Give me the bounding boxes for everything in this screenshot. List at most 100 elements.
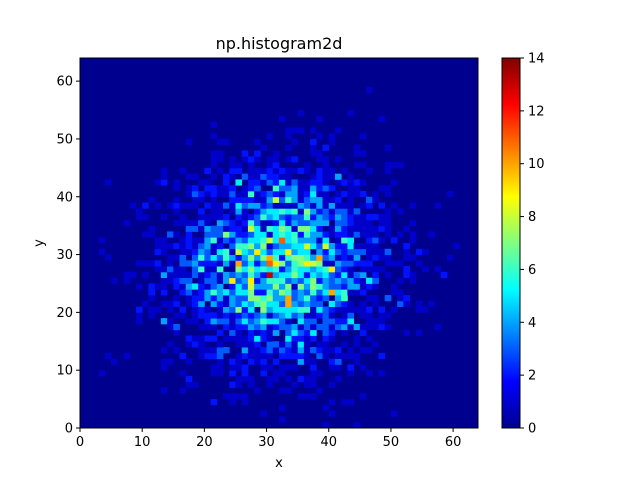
heatmap-cell [185,300,193,307]
heatmap-cell [359,162,367,169]
heatmap-cell [154,306,162,313]
heatmap-cell [135,306,143,313]
heatmap-cell [297,190,305,198]
heatmap-cell [260,231,267,238]
heatmap-cell [173,283,180,290]
heatmap-cell [359,271,367,279]
heatmap-cell [303,306,311,313]
heatmap-cell [334,248,342,255]
heatmap-cell [291,237,299,244]
heatmap-cell [279,266,286,273]
heatmap-cell [229,219,236,227]
heatmap-cell [247,271,255,279]
heatmap-cell [316,248,323,255]
heatmap-cell [322,341,330,348]
heatmap-cell [372,248,379,255]
heatmap-cell [322,422,330,429]
heatmap-cell [185,225,193,232]
x-tick-label: 40 [320,435,337,450]
heatmap-cell [148,225,156,232]
heatmap-cell [179,283,187,290]
heatmap-cell [229,312,236,319]
heatmap-cell [260,190,267,198]
heatmap-cell [241,370,249,377]
heatmap-cell [328,329,336,336]
heatmap-cell [359,329,367,336]
heatmap-cell [160,167,168,175]
y-tick-label: 30 [56,248,73,263]
heatmap-cell [223,248,230,255]
heatmap-cell [210,323,218,331]
heatmap-cell [359,179,367,186]
heatmap-cell [279,300,286,307]
heatmap-cell [366,318,373,325]
heatmap-cell [397,231,404,238]
heatmap-cell [235,393,243,400]
heatmap-cell [434,266,442,273]
heatmap-cell [279,115,286,122]
heatmap-cell [322,144,330,151]
heatmap-cell [204,190,211,198]
heatmap-cell [291,254,299,261]
heatmap-cell [310,254,317,261]
heatmap-cell [322,248,330,255]
heatmap-cell [241,190,249,198]
heatmap-cell [366,370,373,377]
heatmap-cell [173,202,180,209]
heatmap-cell [254,271,261,279]
heatmap-cell [223,306,230,313]
heatmap-cell [297,358,305,365]
heatmap-cell [291,266,299,273]
heatmap-cell [341,243,348,250]
heatmap-cell [272,225,280,232]
heatmap-cell [341,225,348,232]
heatmap-cell [378,352,386,360]
heatmap-cell [204,202,211,209]
heatmap-cell [204,219,211,227]
heatmap-cell [266,375,274,383]
heatmap-cell [297,231,305,238]
heatmap-cell [378,115,386,122]
heatmap-cell [272,214,280,221]
heatmap-cell [310,208,317,215]
heatmap-cell [229,190,236,198]
heatmap-cell [303,289,311,296]
heatmap-cell [310,127,317,134]
heatmap-cell [372,225,379,232]
heatmap-cell [241,352,249,360]
heatmap-cell [279,173,286,180]
heatmap-cell [254,167,261,175]
heatmap-cell [223,237,230,244]
heatmap-cell [316,370,323,377]
heatmap-cell [334,260,342,267]
heatmap-cell [384,225,392,232]
heatmap-cell [241,196,249,203]
chart-title: np.histogram2d [216,34,343,53]
heatmap-cell [316,300,323,307]
heatmap-cell [198,347,205,354]
heatmap-cell [204,306,211,313]
heatmap-cell [297,306,305,313]
heatmap-cell [341,323,348,331]
heatmap-cell [210,283,218,290]
heatmap-cell [247,335,255,342]
heatmap-cell [310,243,317,250]
heatmap-cell [310,283,317,290]
heatmap-cell [279,306,286,313]
heatmap-cell [254,208,261,215]
heatmap-cell [235,289,243,296]
heatmap-cell [384,260,392,267]
heatmap-cell [366,237,373,244]
heatmap-cell [191,335,199,342]
heatmap-cell [403,271,410,279]
heatmap-cell [260,277,267,284]
heatmap-cell [366,260,373,267]
heatmap-cell [334,347,342,354]
heatmap-cell [297,283,305,290]
heatmap-cell [254,352,261,360]
heatmap-cell [216,347,224,354]
heatmap-cell [111,277,118,284]
heatmap-cell [210,150,218,157]
heatmap-cell [160,318,168,325]
heatmap-cell [285,329,292,336]
